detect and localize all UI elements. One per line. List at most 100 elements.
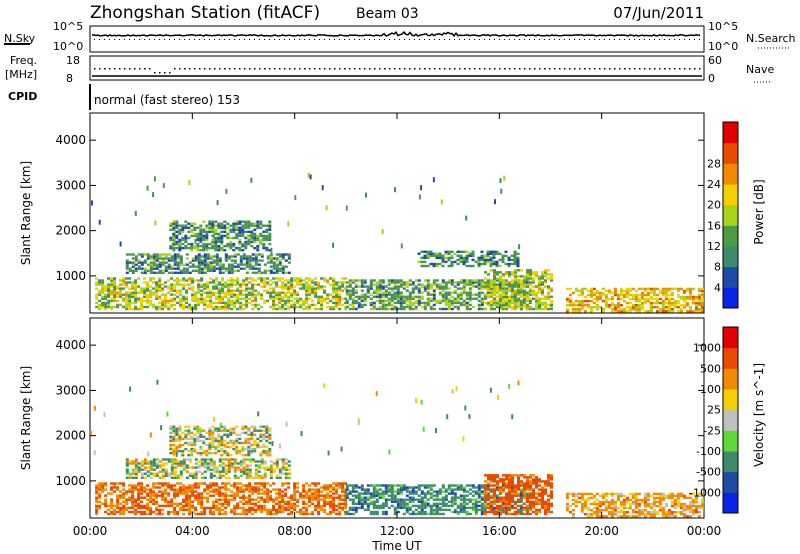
echo-cell (332, 504, 336, 508)
echo-cell (290, 496, 294, 499)
echo-cell (311, 502, 315, 505)
echo-cell (293, 482, 297, 485)
echo-cell (296, 297, 300, 300)
echo-cell (396, 299, 400, 303)
echo-cell (375, 504, 379, 508)
echo-cell (293, 297, 297, 300)
echo-cell (251, 460, 255, 463)
echo-cell (260, 271, 264, 274)
nave-point (199, 68, 201, 70)
echo-cell (426, 287, 430, 290)
echo-cell (646, 299, 650, 303)
echo-cell (305, 277, 309, 280)
echo-cell (184, 234, 188, 238)
echo-cell (170, 265, 174, 268)
echo-cell (520, 303, 523, 307)
echo-cell (429, 293, 433, 296)
echo-cell (184, 437, 188, 441)
echo-cell (161, 269, 165, 272)
echo-cell (332, 508, 336, 512)
echo-cell (125, 498, 129, 501)
echo-cell (221, 512, 225, 516)
echo-cell (414, 508, 418, 512)
echo-cell (486, 279, 490, 282)
echo-cell (122, 482, 126, 485)
echo-cell (435, 510, 439, 514)
echo-cell (178, 443, 182, 447)
echo-cell (511, 299, 514, 303)
echo-cell (143, 259, 147, 262)
echo-cell (182, 297, 186, 300)
nave-point (124, 68, 126, 70)
echo-cell (251, 257, 255, 260)
echo-cell (366, 506, 370, 510)
nave-point (589, 68, 591, 70)
echo-cell (200, 504, 204, 508)
echo-cell (187, 222, 191, 225)
echo-cell (661, 306, 665, 309)
echo-cell (278, 504, 282, 508)
echo-cell (229, 441, 233, 445)
echo-cell (128, 472, 132, 475)
echo-cell (432, 494, 436, 497)
echo-cell (493, 303, 496, 307)
echo-cell (197, 502, 201, 505)
echo-cell (155, 502, 159, 505)
echo-cell (182, 295, 186, 298)
echo-cell (372, 295, 376, 298)
echo-cell (658, 291, 662, 295)
echo-cell (248, 502, 252, 505)
echo-cell (251, 277, 255, 280)
echo-cell (199, 451, 203, 455)
noise-search-point (159, 39, 160, 40)
echo-cell (311, 289, 315, 292)
echo-cell (143, 281, 147, 284)
echo-cell (242, 488, 246, 491)
echo-cell (182, 263, 186, 266)
echo-cell (134, 464, 138, 467)
echo-cell (101, 291, 105, 294)
echo-cell (308, 291, 312, 294)
echo-cell (221, 265, 225, 268)
echo-cell (290, 279, 294, 282)
echo-cell (193, 244, 197, 248)
echo-cell (538, 299, 541, 303)
echo-cell (613, 291, 617, 295)
echo-cell (223, 425, 227, 428)
echo-cell (110, 502, 114, 505)
echo-cell (429, 307, 433, 311)
echo-cell (260, 297, 264, 300)
echo-cell (670, 293, 674, 297)
echo-cell (652, 287, 656, 291)
echo-cell (176, 291, 180, 294)
colorbar-tick-label: 16 (707, 219, 721, 232)
echo-cell (176, 512, 180, 516)
echo-cell (236, 506, 240, 510)
echo-cell (119, 283, 123, 286)
echo-cell (269, 305, 273, 309)
echo-cell (125, 295, 129, 298)
echo-cell (372, 512, 376, 516)
echo-cell (378, 307, 382, 311)
echo-cell (396, 490, 400, 493)
echo-cell (405, 494, 409, 497)
echo-cell (375, 506, 379, 510)
echo-cell (95, 508, 99, 512)
echo-cell (254, 470, 258, 473)
echo-cell (393, 510, 397, 514)
echo-cell (140, 512, 144, 516)
echo-cell (241, 232, 245, 236)
echo-cell (239, 307, 243, 311)
colorbar-swatch (723, 184, 738, 206)
echo-cell (212, 466, 216, 469)
echo-cell (230, 271, 234, 274)
echo-cell (610, 291, 614, 295)
echo-cell (131, 462, 135, 465)
echo-cell (344, 506, 348, 510)
nave-point (504, 68, 506, 70)
noise-search-point (274, 39, 275, 40)
echo-cell (170, 283, 174, 286)
echo-cell (302, 510, 306, 514)
echo-cell (208, 220, 212, 223)
echo-cell (396, 301, 400, 305)
